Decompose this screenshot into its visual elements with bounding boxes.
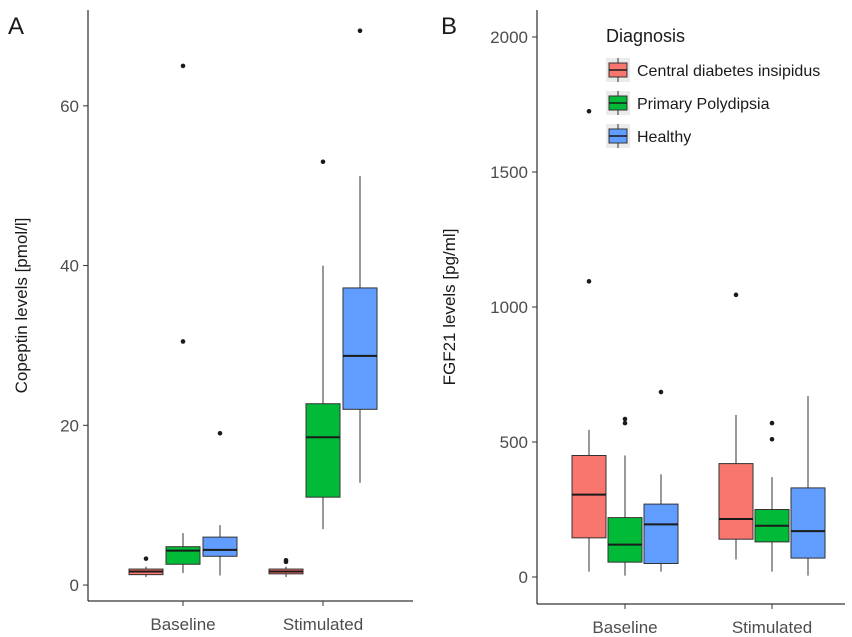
panel-b-box-baseline-primary-polydipsia: [607, 416, 643, 576]
panel-b-box-baseline-central-diabetes-insipidus: [571, 108, 607, 572]
panel-a-box-stimulated-primary-polydipsia: [305, 159, 341, 530]
box-iqr: [571, 455, 607, 539]
outlier-point: [217, 430, 223, 436]
box-iqr: [165, 546, 201, 565]
legend-label: Healthy: [637, 129, 691, 146]
panel-a-y-axis-title: Copeptin levels [pmol/l]: [12, 218, 31, 394]
outlier-point: [769, 420, 775, 426]
legend-item-central-diabetes-insipidus: Central diabetes insipidus: [606, 58, 820, 82]
legend: Diagnosis Central diabetes insipidus Prima…: [606, 26, 820, 148]
outlier-point: [143, 556, 149, 561]
outlier-point: [658, 389, 664, 395]
panel-a-box-stimulated-central-diabetes-insipidus: [268, 557, 304, 578]
panel-b-y-axis-title: FGF21 levels [pg/ml]: [440, 229, 459, 386]
box-iqr: [790, 487, 826, 559]
legend-title: Diagnosis: [606, 26, 685, 46]
panel-a-label: A: [8, 13, 24, 40]
box-iqr: [342, 287, 378, 410]
panel-b-box-stimulated-primary-polydipsia: [754, 420, 790, 572]
panel-b-label: B: [441, 13, 457, 40]
legend-item-healthy: Healthy: [606, 124, 691, 148]
box-iqr: [718, 463, 754, 540]
legend-label: Primary Polydipsia: [637, 96, 770, 113]
legend-label: Central diabetes insipidus: [637, 63, 820, 80]
panel-a-y-tick-label: 0: [70, 576, 79, 595]
outlier-point: [622, 416, 628, 422]
panel-a: A 0 20 40 60 Copeptin levels [pmol/l] Baseline…: [8, 10, 413, 634]
panel-a-x-tick-label-stimulated: Stimulated: [283, 615, 363, 634]
box-iqr: [305, 403, 341, 498]
outlier-point: [586, 108, 592, 114]
panel-b-x-tick-label-baseline: Baseline: [592, 618, 657, 637]
outlier-point: [769, 437, 775, 442]
panel-b-y-tick-label: 500: [500, 433, 528, 452]
outlier-point: [320, 159, 326, 165]
outlier-point: [283, 557, 289, 563]
outlier-point: [586, 279, 592, 284]
panel-a-y-tick-label: 40: [60, 257, 79, 276]
box-iqr: [202, 536, 238, 557]
panel-b-y-tick-label: 1500: [490, 163, 528, 182]
box-iqr: [607, 517, 643, 563]
panel-b-y-tick-label: 2000: [490, 28, 528, 47]
panel-b-box-stimulated-healthy: [790, 396, 826, 576]
outlier-point: [622, 420, 628, 426]
panel-b-y-tick-label: 1000: [490, 298, 528, 317]
panel-a-x-tick-label-baseline: Baseline: [150, 615, 215, 634]
outlier-point: [180, 339, 186, 344]
outlier-point: [733, 292, 739, 298]
panel-a-y-tick-label: 20: [60, 416, 79, 435]
panel-a-box-baseline-healthy: [202, 430, 238, 576]
panel-a-box-baseline-central-diabetes-insipidus: [128, 556, 164, 578]
legend-item-primary-polydipsia: Primary Polydipsia: [606, 91, 770, 115]
panel-b-box-stimulated-central-diabetes-insipidus: [718, 292, 754, 560]
panel-a-box-baseline-primary-polydipsia: [165, 63, 201, 574]
panel-a-box-stimulated-healthy: [342, 28, 378, 483]
outlier-point: [357, 28, 363, 34]
panel-b-y-tick-label: 0: [519, 568, 528, 587]
panel-b-box-baseline-healthy: [643, 389, 679, 572]
panel-b: B 0 500 1000 1500 2000 FGF21 levels [pg/ml] Bas…: [440, 10, 845, 637]
panel-b-x-tick-label-stimulated: Stimulated: [732, 618, 812, 637]
box-iqr: [643, 503, 679, 565]
outlier-point: [180, 63, 186, 69]
panel-a-y-tick-label: 60: [60, 97, 79, 116]
